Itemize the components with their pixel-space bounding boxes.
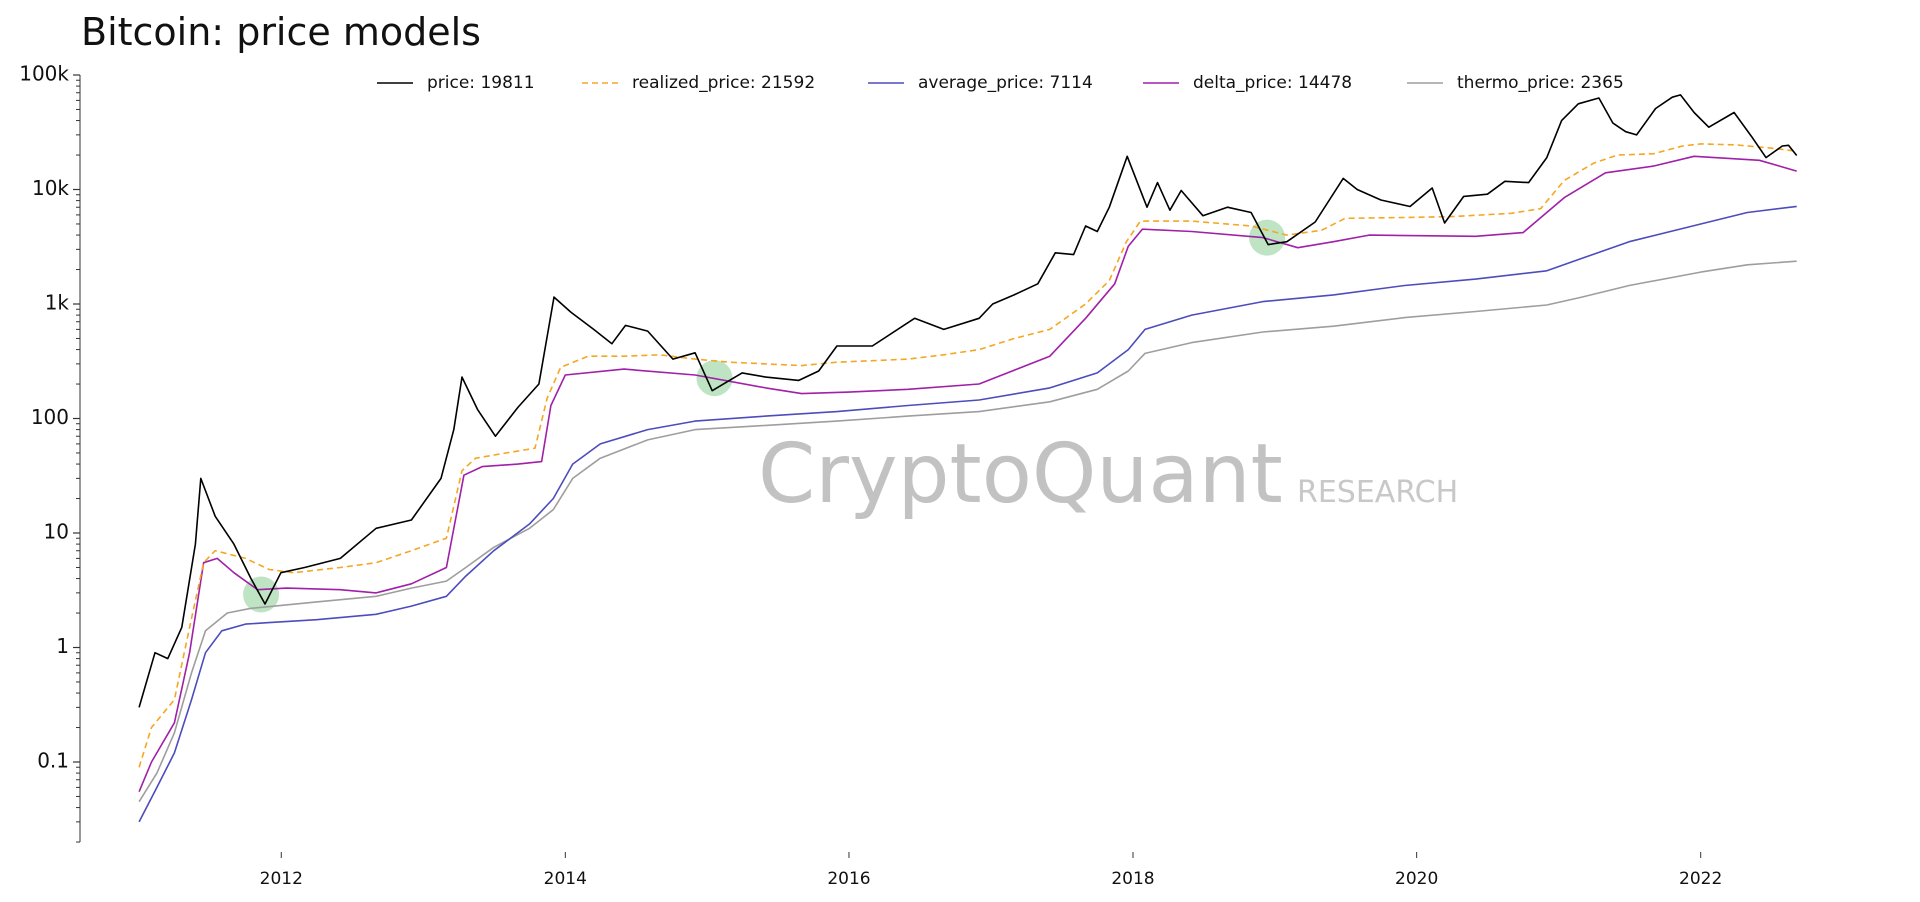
x-axis: 2012 2014 2016 2018 2020 2022	[260, 852, 1723, 889]
legend-label: realized_price: 21592	[632, 73, 815, 93]
legend-label: average_price: 7114	[918, 73, 1093, 93]
watermark-main: CryptoQuant	[758, 427, 1283, 522]
y-tick-label: 1	[56, 634, 69, 658]
y-tick-label: 0.1	[37, 749, 69, 773]
legend-label: delta_price: 14478	[1193, 73, 1352, 93]
x-tick-label: 2014	[544, 869, 587, 889]
watermark: CryptoQuant RESEARCH	[758, 427, 1458, 522]
x-tick-label: 2018	[1111, 869, 1154, 889]
legend-label: thermo_price: 2365	[1457, 73, 1624, 93]
y-axis: 100k 10k 1k 100 10 1 0.1	[19, 62, 80, 843]
series-line-thermo-price	[139, 261, 1797, 802]
watermark-sub: RESEARCH	[1297, 475, 1458, 510]
y-tick-label: 1k	[45, 291, 70, 315]
x-tick-label: 2020	[1395, 869, 1438, 889]
x-tick-label: 2016	[827, 869, 870, 889]
x-tick-label: 2012	[260, 869, 303, 889]
legend-label: price: 19811	[427, 73, 535, 93]
y-tick-label: 10k	[32, 176, 69, 200]
y-tick-label: 10	[44, 520, 69, 544]
y-tick-label: 100k	[19, 62, 69, 86]
x-tick-label: 2022	[1679, 869, 1722, 889]
y-tick-label: 100	[31, 405, 69, 429]
legend: price: 19811 realized_price: 21592 average…	[377, 73, 1624, 93]
